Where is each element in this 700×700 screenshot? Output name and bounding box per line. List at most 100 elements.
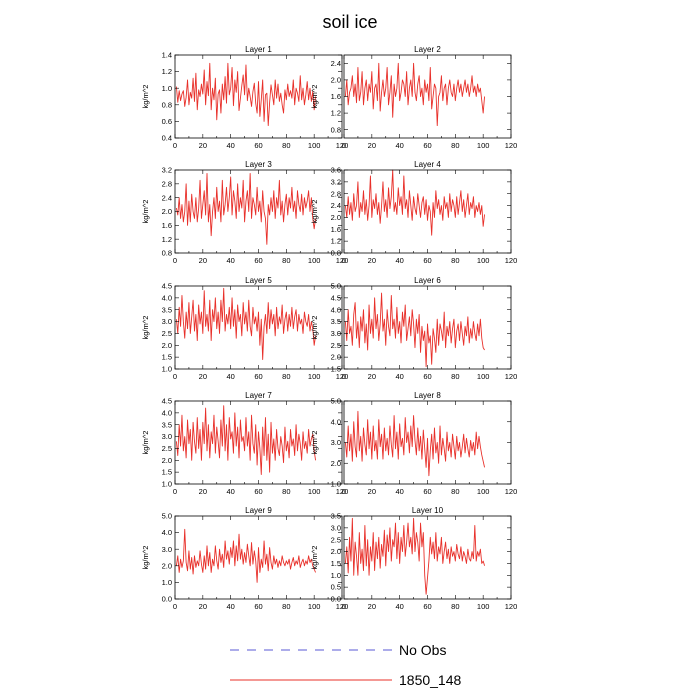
x-tick-label: 0 bbox=[342, 487, 346, 496]
y-tick-label: 1.0 bbox=[331, 571, 341, 580]
x-tick-label: 120 bbox=[505, 602, 518, 611]
y-tick-label: 2.0 bbox=[162, 341, 172, 350]
x-tick-label: 40 bbox=[226, 372, 234, 381]
y-tick-label: 2.5 bbox=[331, 341, 341, 350]
x-tick-label: 0 bbox=[342, 256, 346, 265]
y-tick-label: 2.4 bbox=[331, 201, 341, 210]
y-tick-label: 1.6 bbox=[162, 221, 172, 230]
y-tick-label: 2.8 bbox=[331, 189, 341, 198]
y-tick-label: 2.5 bbox=[162, 329, 172, 338]
x-tick-label: 100 bbox=[477, 372, 490, 381]
x-tick-label: 60 bbox=[254, 256, 262, 265]
x-tick-label: 20 bbox=[199, 256, 207, 265]
x-tick-label: 120 bbox=[336, 141, 349, 150]
y-tick-label: 4.5 bbox=[162, 397, 172, 406]
x-tick-label: 80 bbox=[282, 256, 290, 265]
x-tick-label: 100 bbox=[477, 602, 490, 611]
panel-layer-2: Layer 2 0 20 40 60 80 100 120 0.8 1.2 1.6 2.0 2.4 kg/… bbox=[310, 45, 517, 150]
y-tick-label: 3.5 bbox=[162, 420, 172, 429]
y-tick-label: 3.0 bbox=[331, 523, 341, 532]
panel-grid: Layer 10 20 40 60 80 100 1200.40.60.81.01.21.4… bbox=[141, 45, 517, 611]
figure-title: soil ice bbox=[322, 12, 377, 32]
panel-title: Layer 10 bbox=[412, 506, 444, 515]
x-tick-label: 120 bbox=[336, 602, 349, 611]
y-tick-label: 3.2 bbox=[162, 166, 172, 175]
y-tick-label: 5.0 bbox=[162, 512, 172, 521]
series-line-layer-1 bbox=[175, 62, 317, 127]
y-tick-label: 1.5 bbox=[331, 365, 341, 374]
legend: No Obs 1850_148 bbox=[230, 642, 462, 688]
panel-layer-10: Layer 100 20 40 60 80 100 1200.00.51.01.52.02.… bbox=[310, 506, 517, 611]
y-tick-label: 5.0 bbox=[331, 397, 341, 406]
y-tick-label: 0.8 bbox=[331, 125, 341, 134]
panel-layer-1: Layer 1 0 20 40 60 80 100 120 0.4 0.6 0.8 1.0 1.2 1.4… bbox=[141, 45, 348, 150]
panel-title: Layer 1 bbox=[245, 45, 272, 54]
y-tick-label: 4.0 bbox=[162, 528, 172, 537]
x-tick-label: 120 bbox=[336, 487, 349, 496]
x-tick-label: 80 bbox=[282, 487, 290, 496]
x-tick-label: 100 bbox=[308, 141, 321, 150]
panel-layer-6: Layer 60 20 40 60 80 100 1201.52.02.53.03.54.0… bbox=[310, 276, 517, 381]
y-tick-label: 0.8 bbox=[162, 249, 172, 258]
panel-title: Layer 7 bbox=[245, 391, 272, 400]
panel-title: Layer 2 bbox=[414, 45, 441, 54]
y-tick-label: 2.0 bbox=[331, 459, 341, 468]
x-tick-label: 40 bbox=[226, 141, 234, 150]
panel-title: Layer 9 bbox=[245, 506, 272, 515]
x-tick-label: 100 bbox=[477, 256, 490, 265]
panel-title: Layer 3 bbox=[245, 160, 272, 169]
x-tick-label: 20 bbox=[199, 141, 207, 150]
series-line-layer-5 bbox=[175, 287, 317, 360]
x-tick-label: 20 bbox=[368, 487, 376, 496]
y-tick-label: 1.5 bbox=[162, 468, 172, 477]
y-tick-label: 1.5 bbox=[331, 559, 341, 568]
x-tick-label: 40 bbox=[226, 487, 234, 496]
series-line-layer-7 bbox=[175, 405, 317, 475]
x-tick-label: 80 bbox=[282, 602, 290, 611]
y-axis-label: kg/m^2 bbox=[141, 200, 150, 224]
x-tick-label: 40 bbox=[395, 602, 403, 611]
y-tick-label: 2.0 bbox=[162, 207, 172, 216]
y-tick-label: 4.0 bbox=[162, 408, 172, 417]
y-tick-label: 1.0 bbox=[162, 365, 172, 374]
x-tick-label: 0 bbox=[173, 256, 177, 265]
y-tick-label: 3.2 bbox=[331, 177, 341, 186]
y-tick-label: 1.0 bbox=[162, 578, 172, 587]
y-tick-label: 2.0 bbox=[331, 76, 341, 85]
y-axis-label: kg/m^2 bbox=[141, 431, 150, 455]
x-tick-label: 100 bbox=[308, 256, 321, 265]
y-tick-label: 0.4 bbox=[162, 134, 172, 143]
x-tick-label: 120 bbox=[505, 256, 518, 265]
x-tick-label: 100 bbox=[477, 487, 490, 496]
panel-title: Layer 8 bbox=[414, 391, 441, 400]
x-tick-label: 80 bbox=[451, 141, 459, 150]
y-tick-label: 1.5 bbox=[162, 353, 172, 362]
y-tick-label: 3.0 bbox=[331, 329, 341, 338]
y-tick-label: 3.6 bbox=[331, 166, 341, 175]
x-tick-label: 60 bbox=[423, 372, 431, 381]
y-tick-label: 1.6 bbox=[331, 225, 341, 234]
y-axis-label: kg/m^2 bbox=[310, 316, 319, 340]
y-tick-label: 1.2 bbox=[162, 67, 172, 76]
x-tick-label: 80 bbox=[451, 487, 459, 496]
x-tick-label: 80 bbox=[282, 372, 290, 381]
plot-frame bbox=[343, 54, 512, 139]
y-tick-label: 0.5 bbox=[331, 583, 341, 592]
x-tick-label: 0 bbox=[342, 372, 346, 381]
y-axis-label: kg/m^2 bbox=[310, 85, 319, 109]
y-tick-label: 1.2 bbox=[162, 235, 172, 244]
y-tick-label: 1.0 bbox=[331, 480, 341, 489]
legend-label-1850-148: 1850_148 bbox=[399, 672, 462, 688]
x-tick-label: 40 bbox=[226, 256, 234, 265]
y-axis-label: kg/m^2 bbox=[141, 85, 150, 109]
x-tick-label: 0 bbox=[173, 372, 177, 381]
series-line-layer-3 bbox=[175, 173, 317, 245]
plot-frame bbox=[343, 515, 512, 600]
y-tick-label: 2.5 bbox=[331, 535, 341, 544]
x-tick-label: 80 bbox=[451, 256, 459, 265]
y-axis-label: kg/m^2 bbox=[310, 546, 319, 570]
panel-title: Layer 6 bbox=[414, 276, 441, 285]
y-tick-label: 2.8 bbox=[162, 179, 172, 188]
x-tick-label: 120 bbox=[505, 372, 518, 381]
